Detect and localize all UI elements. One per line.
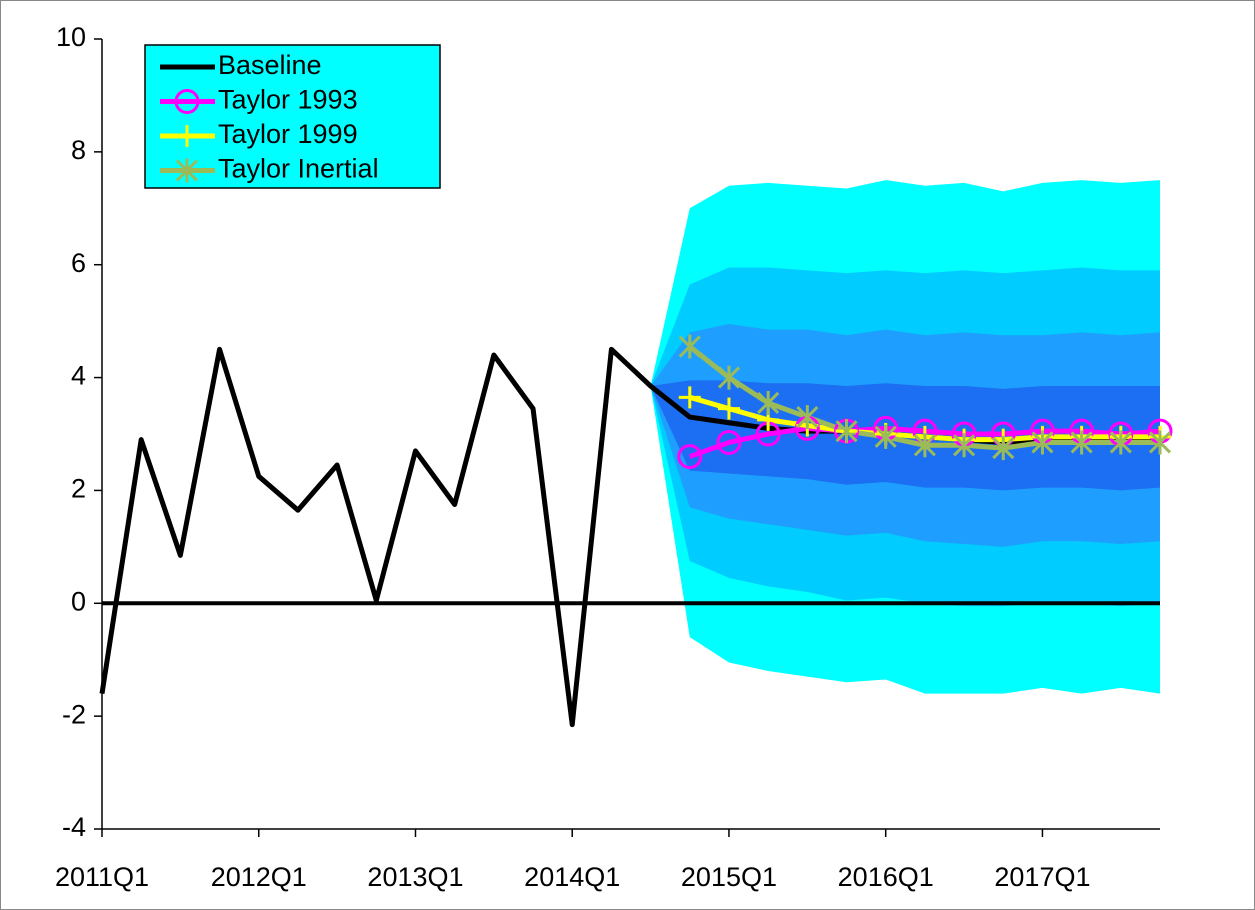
marker [757,390,780,415]
marker [677,444,703,470]
legend-label: Baseline [218,50,322,80]
y-tick-label: -2 [62,699,86,729]
y-tick-label: 6 [71,248,86,278]
y-tick-label: 0 [71,586,86,616]
marker [953,433,976,458]
marker [1070,430,1093,455]
marker [1109,430,1132,455]
y-tick-label: 10 [56,22,86,52]
x-tick-label: 2017Q1 [994,862,1090,892]
y-tick-label: -4 [62,812,86,842]
marker [678,334,701,359]
marker [913,433,936,458]
legend-label: Taylor 1999 [218,119,358,149]
marker [175,158,199,183]
marker [717,397,740,420]
legend: Baseline Taylor 1993 Taylor 1999 Taylor Ine… [144,44,441,189]
x-tick-label: 2011Q1 [55,862,149,892]
x-tick-label: 2015Q1 [681,862,777,892]
x-tick-label: 2013Q1 [367,862,463,892]
marker [835,419,858,444]
x-tick-label: 2012Q1 [211,862,307,892]
marker [992,436,1015,461]
x-tick-label: 2014Q1 [524,862,620,892]
x-tick-label: 2016Q1 [838,862,934,892]
marker [717,365,741,390]
y-tick-label: 8 [71,135,86,165]
marker [1031,430,1054,455]
marker [174,89,200,114]
marker [678,386,701,409]
legend-label: Taylor 1993 [218,85,358,115]
marker [716,429,742,455]
legend-label: Taylor Inertial [218,154,379,184]
y-tick-label: 2 [71,474,86,504]
marker [1148,430,1172,455]
y-tick-label: 4 [71,361,86,391]
marker [176,125,198,147]
marker [796,405,819,430]
marker [874,424,897,449]
